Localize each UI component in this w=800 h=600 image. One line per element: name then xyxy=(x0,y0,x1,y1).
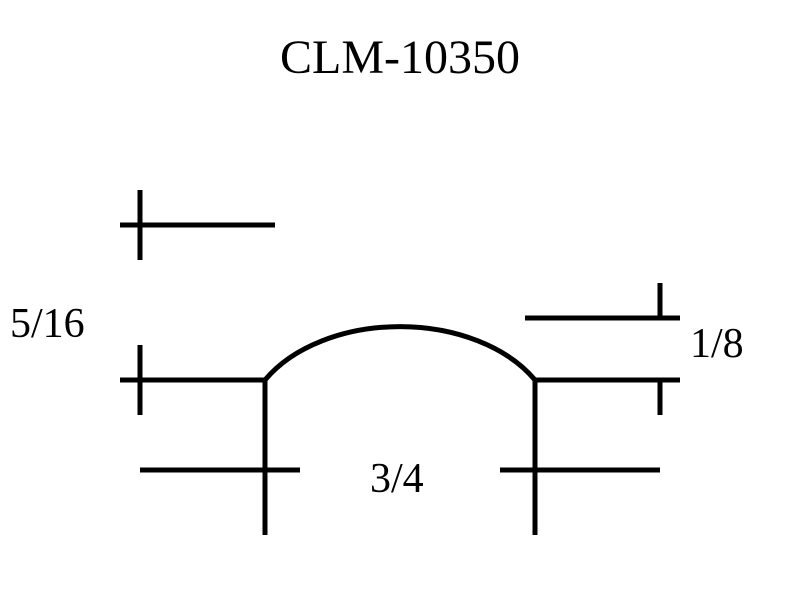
dimension-edge xyxy=(525,283,680,415)
dimension-edge-label: 1/8 xyxy=(690,320,744,368)
dimension-width-label: 3/4 xyxy=(370,455,424,503)
dimension-height-label: 5/16 xyxy=(10,300,85,348)
diagram-svg xyxy=(0,0,800,600)
dimension-height xyxy=(120,190,275,415)
profile-shape xyxy=(265,327,535,380)
